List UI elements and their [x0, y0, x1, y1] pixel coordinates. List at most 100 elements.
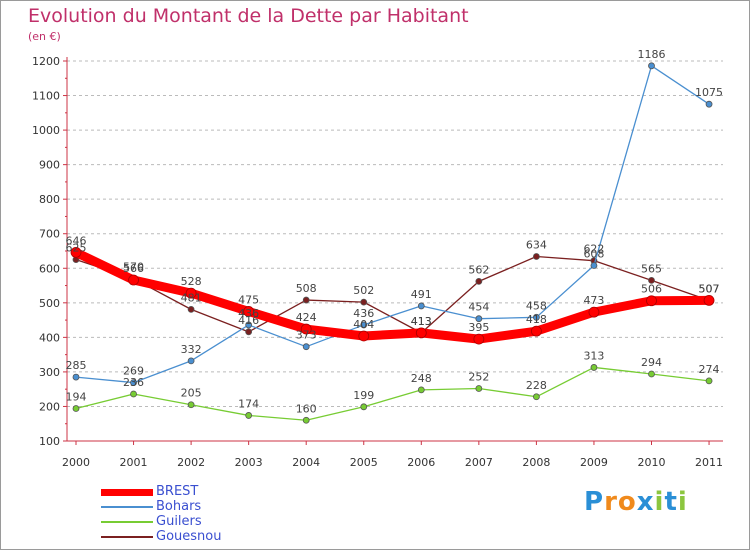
logo-letter: t: [664, 487, 678, 517]
logo-letter: r: [604, 487, 618, 517]
y-tick-label: 1100: [32, 90, 60, 103]
data-point-gouesnou: [648, 276, 655, 284]
y-tick-label: 100: [39, 435, 60, 448]
proxiti-logo: Proxiti: [584, 487, 688, 517]
y-tick-label: 400: [39, 331, 60, 344]
y-tick-label: 700: [39, 228, 60, 241]
data-point-guilers: [187, 401, 195, 409]
data-point-guilers: [475, 385, 483, 392]
logo-letter: i: [677, 487, 688, 517]
data-point-brest: [531, 325, 542, 337]
chart-title: Evolution du Montant de la Dette par Hab…: [28, 5, 469, 27]
data-point-bohars: [417, 302, 425, 310]
data-label-bohars: 332: [181, 343, 202, 356]
data-point-bohars: [360, 321, 368, 329]
data-point-gouesnou: [187, 305, 195, 313]
data-label-guilers: 236: [123, 376, 144, 389]
data-label-guilers: 194: [66, 391, 87, 404]
series-line-guilers: [75, 366, 710, 421]
data-label-brest: 404: [353, 318, 374, 331]
y-tick-label: 900: [39, 159, 60, 172]
series-line-brest: [71, 247, 714, 344]
data-label-bohars: 491: [411, 288, 432, 301]
data-point-guilers: [72, 405, 80, 412]
data-label-bohars: 436: [238, 307, 259, 320]
legend-label-brest: BREST: [156, 484, 199, 499]
data-point-bohars: [245, 321, 253, 329]
logo-letter: P: [584, 487, 605, 517]
data-label-bohars: 269: [123, 365, 144, 378]
data-label-gouesnou: 562: [468, 263, 489, 276]
series-line-gouesnou: [75, 255, 710, 334]
data-point-bohars: [648, 62, 655, 70]
x-tick-label: 2004: [292, 456, 320, 469]
data-point-gouesnou: [360, 298, 368, 306]
data-label-brest: 507: [699, 282, 720, 295]
data-point-bohars: [590, 262, 598, 269]
data-label-bohars: 608: [583, 248, 604, 261]
logo-letter: o: [617, 487, 637, 517]
data-label-brest: 475: [238, 293, 259, 306]
legend-label-guilers: Guilers: [156, 514, 202, 529]
data-point-brest: [70, 246, 82, 258]
data-point-brest: [185, 287, 197, 299]
data-label-bohars: 454: [468, 301, 489, 314]
data-point-guilers: [648, 370, 655, 378]
data-label-bohars: 373: [296, 329, 317, 342]
x-tick-label: 2007: [465, 456, 493, 469]
data-point-gouesnou: [533, 253, 540, 260]
series-line-bohars: [75, 65, 710, 384]
data-point-bohars: [302, 343, 310, 351]
data-point-bohars: [475, 315, 483, 323]
data-point-gouesnou: [475, 277, 483, 285]
data-label-gouesnou: 565: [641, 262, 662, 275]
data-label-bohars: 436: [353, 307, 374, 320]
data-point-guilers: [245, 412, 253, 419]
data-point-guilers: [302, 416, 310, 424]
data-label-guilers: 199: [353, 389, 374, 402]
data-label-gouesnou: 508: [296, 282, 317, 295]
data-label-gouesnou: 622: [583, 243, 604, 256]
data-label-gouesnou: 570: [123, 261, 144, 274]
data-label-guilers: 274: [699, 363, 720, 376]
data-label-brest: 566: [123, 262, 144, 275]
data-label-bohars: 1186: [638, 48, 666, 61]
data-point-brest: [588, 306, 600, 318]
x-tick-label: 2005: [350, 456, 378, 469]
data-label-guilers: 313: [583, 349, 604, 362]
x-tick-label: 2006: [407, 456, 435, 469]
data-label-gouesnou: 507: [699, 282, 720, 295]
data-point-guilers: [590, 364, 598, 371]
data-label-bohars: 458: [526, 299, 547, 312]
data-point-guilers: [417, 386, 425, 394]
data-label-gouesnou: 413: [411, 315, 432, 328]
data-label-gouesnou: 416: [238, 314, 259, 327]
legend-item-gouesnou: Gouesnou: [101, 530, 301, 545]
legend: BREST Bohars Guilers Gouesnou: [101, 485, 301, 545]
y-tick-label: 1200: [32, 55, 60, 68]
data-label-guilers: 228: [526, 379, 547, 392]
data-label-brest: 418: [526, 313, 547, 326]
legend-swatch-gouesnou: [101, 536, 153, 538]
y-tick-label: 1000: [32, 124, 60, 137]
legend-swatch-brest: [101, 489, 153, 496]
legend-swatch-guilers: [101, 521, 153, 523]
data-label-gouesnou: 634: [526, 239, 547, 252]
y-tick-label: 800: [39, 193, 60, 206]
data-point-brest: [243, 306, 255, 317]
data-label-brest: 424: [296, 311, 317, 324]
data-point-guilers: [705, 377, 713, 385]
legend-item-brest: BREST: [101, 485, 301, 500]
data-point-brest: [415, 327, 427, 339]
data-label-brest: 473: [583, 294, 604, 307]
data-point-brest: [300, 323, 312, 335]
logo-letter: x: [636, 487, 655, 517]
data-label-gouesnou: 625: [66, 242, 87, 255]
data-point-bohars: [72, 373, 80, 381]
data-point-brest: [358, 330, 370, 342]
data-point-guilers: [533, 393, 540, 401]
data-label-brest: 506: [641, 283, 662, 296]
data-point-bohars: [705, 100, 713, 108]
